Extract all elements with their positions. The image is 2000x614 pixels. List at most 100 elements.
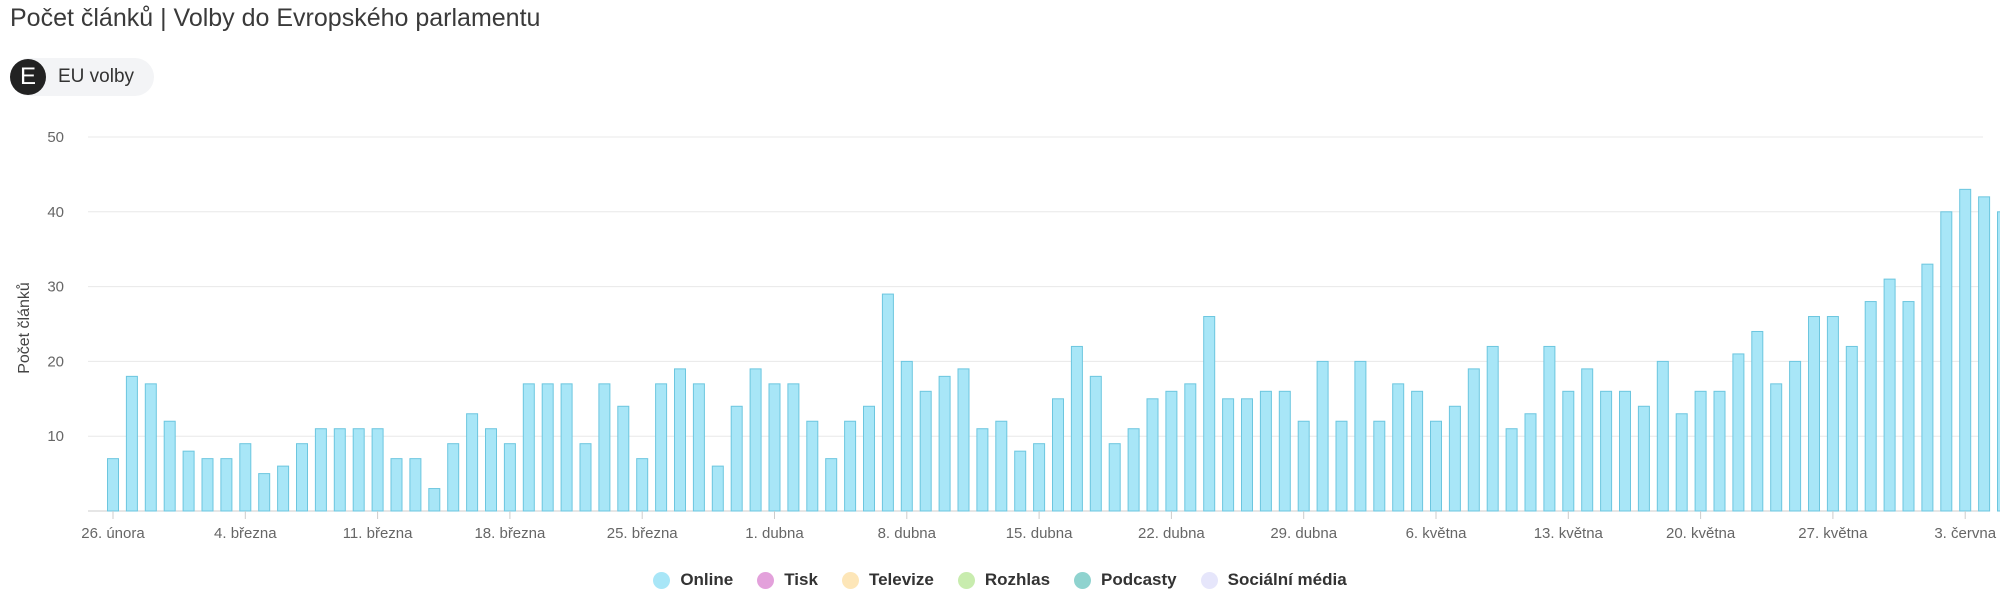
bar[interactable]: [1656, 360, 1669, 512]
bar[interactable]: [239, 443, 252, 512]
bar[interactable]: [1732, 353, 1745, 512]
bar[interactable]: [995, 420, 1008, 512]
bar[interactable]: [730, 405, 743, 512]
bar[interactable]: [1373, 420, 1386, 512]
bar[interactable]: [1619, 390, 1631, 512]
bar[interactable]: [1203, 316, 1216, 512]
bar[interactable]: [1600, 390, 1613, 512]
bar[interactable]: [371, 428, 384, 512]
bar[interactable]: [1089, 375, 1102, 512]
bar[interactable]: [919, 390, 932, 512]
bar[interactable]: [768, 383, 781, 512]
bar[interactable]: [1146, 398, 1159, 512]
bar[interactable]: [428, 488, 441, 512]
bar[interactable]: [447, 443, 460, 512]
bar[interactable]: [598, 383, 611, 512]
legend-item-online[interactable]: Online: [653, 570, 733, 590]
legend-item-televize[interactable]: Televize: [841, 570, 934, 590]
bar[interactable]: [1581, 368, 1594, 512]
bar[interactable]: [825, 458, 838, 512]
bar[interactable]: [655, 383, 668, 512]
bar[interactable]: [617, 405, 630, 512]
bar[interactable]: [1902, 301, 1915, 512]
bar[interactable]: [1127, 428, 1140, 512]
bar[interactable]: [1335, 420, 1348, 512]
bar[interactable]: [1108, 443, 1121, 512]
bar[interactable]: [541, 383, 554, 512]
bar[interactable]: [144, 383, 157, 512]
legend-item-tisk[interactable]: Tisk: [757, 570, 818, 590]
bar[interactable]: [1826, 316, 1839, 512]
bar[interactable]: [107, 458, 119, 512]
bar[interactable]: [1070, 345, 1083, 512]
bar[interactable]: [390, 458, 403, 512]
bar[interactable]: [1241, 398, 1253, 512]
bar[interactable]: [1297, 420, 1310, 512]
bar[interactable]: [787, 383, 800, 512]
bar[interactable]: [863, 405, 875, 512]
bar[interactable]: [503, 443, 516, 512]
bar[interactable]: [296, 443, 308, 512]
bar[interactable]: [314, 428, 327, 512]
bar[interactable]: [674, 368, 686, 512]
bar[interactable]: [163, 420, 176, 512]
bar[interactable]: [711, 465, 724, 512]
bar[interactable]: [182, 450, 195, 512]
bar[interactable]: [560, 383, 573, 512]
bar[interactable]: [938, 375, 951, 512]
bar[interactable]: [1864, 301, 1877, 512]
bar[interactable]: [957, 368, 970, 512]
bar[interactable]: [1259, 390, 1272, 512]
bar[interactable]: [1845, 345, 1858, 512]
bar[interactable]: [1505, 428, 1518, 512]
legend-item-sociální-média[interactable]: Sociální média: [1200, 570, 1347, 590]
bar[interactable]: [1278, 390, 1291, 512]
bar[interactable]: [692, 383, 705, 512]
bar[interactable]: [258, 473, 271, 512]
bar[interactable]: [844, 420, 857, 512]
bar[interactable]: [1411, 390, 1424, 512]
bar[interactable]: [125, 375, 138, 512]
bar[interactable]: [579, 443, 592, 512]
bar[interactable]: [806, 420, 819, 512]
bar[interactable]: [1354, 360, 1367, 512]
bar[interactable]: [220, 458, 233, 512]
bar[interactable]: [1486, 345, 1499, 512]
bar[interactable]: [1921, 263, 1934, 512]
bar[interactable]: [485, 428, 497, 512]
bar[interactable]: [1883, 278, 1896, 512]
bar[interactable]: [1184, 383, 1197, 512]
bar[interactable]: [1467, 368, 1480, 512]
bar[interactable]: [881, 293, 894, 512]
bar[interactable]: [1014, 450, 1027, 512]
bar[interactable]: [466, 413, 479, 512]
bar[interactable]: [1959, 188, 1972, 512]
bar[interactable]: [1789, 360, 1802, 512]
bar[interactable]: [1316, 360, 1329, 512]
bar[interactable]: [1808, 316, 1820, 512]
bar[interactable]: [201, 458, 214, 512]
bar[interactable]: [1430, 420, 1442, 512]
filter-chip-eu-volby[interactable]: E EU volby: [10, 58, 155, 96]
bar[interactable]: [1448, 405, 1461, 512]
bar[interactable]: [1052, 398, 1064, 512]
legend-item-rozhlas[interactable]: Rozhlas: [957, 570, 1050, 590]
bar[interactable]: [1562, 390, 1575, 512]
bar[interactable]: [1694, 390, 1707, 512]
bar[interactable]: [1637, 405, 1650, 512]
bar[interactable]: [1751, 330, 1764, 512]
bar[interactable]: [900, 360, 913, 512]
bar[interactable]: [277, 465, 290, 512]
bar[interactable]: [1524, 413, 1537, 512]
bar[interactable]: [1033, 443, 1046, 512]
bar[interactable]: [976, 428, 989, 512]
bar[interactable]: [409, 458, 422, 512]
bar[interactable]: [1997, 211, 2000, 512]
legend-item-podcasty[interactable]: Podcasty: [1074, 570, 1177, 590]
bar[interactable]: [1978, 196, 1991, 512]
bar[interactable]: [1392, 383, 1405, 512]
bar[interactable]: [522, 383, 535, 512]
bar[interactable]: [1675, 413, 1688, 512]
bar[interactable]: [1940, 211, 1953, 512]
bar[interactable]: [333, 428, 346, 512]
